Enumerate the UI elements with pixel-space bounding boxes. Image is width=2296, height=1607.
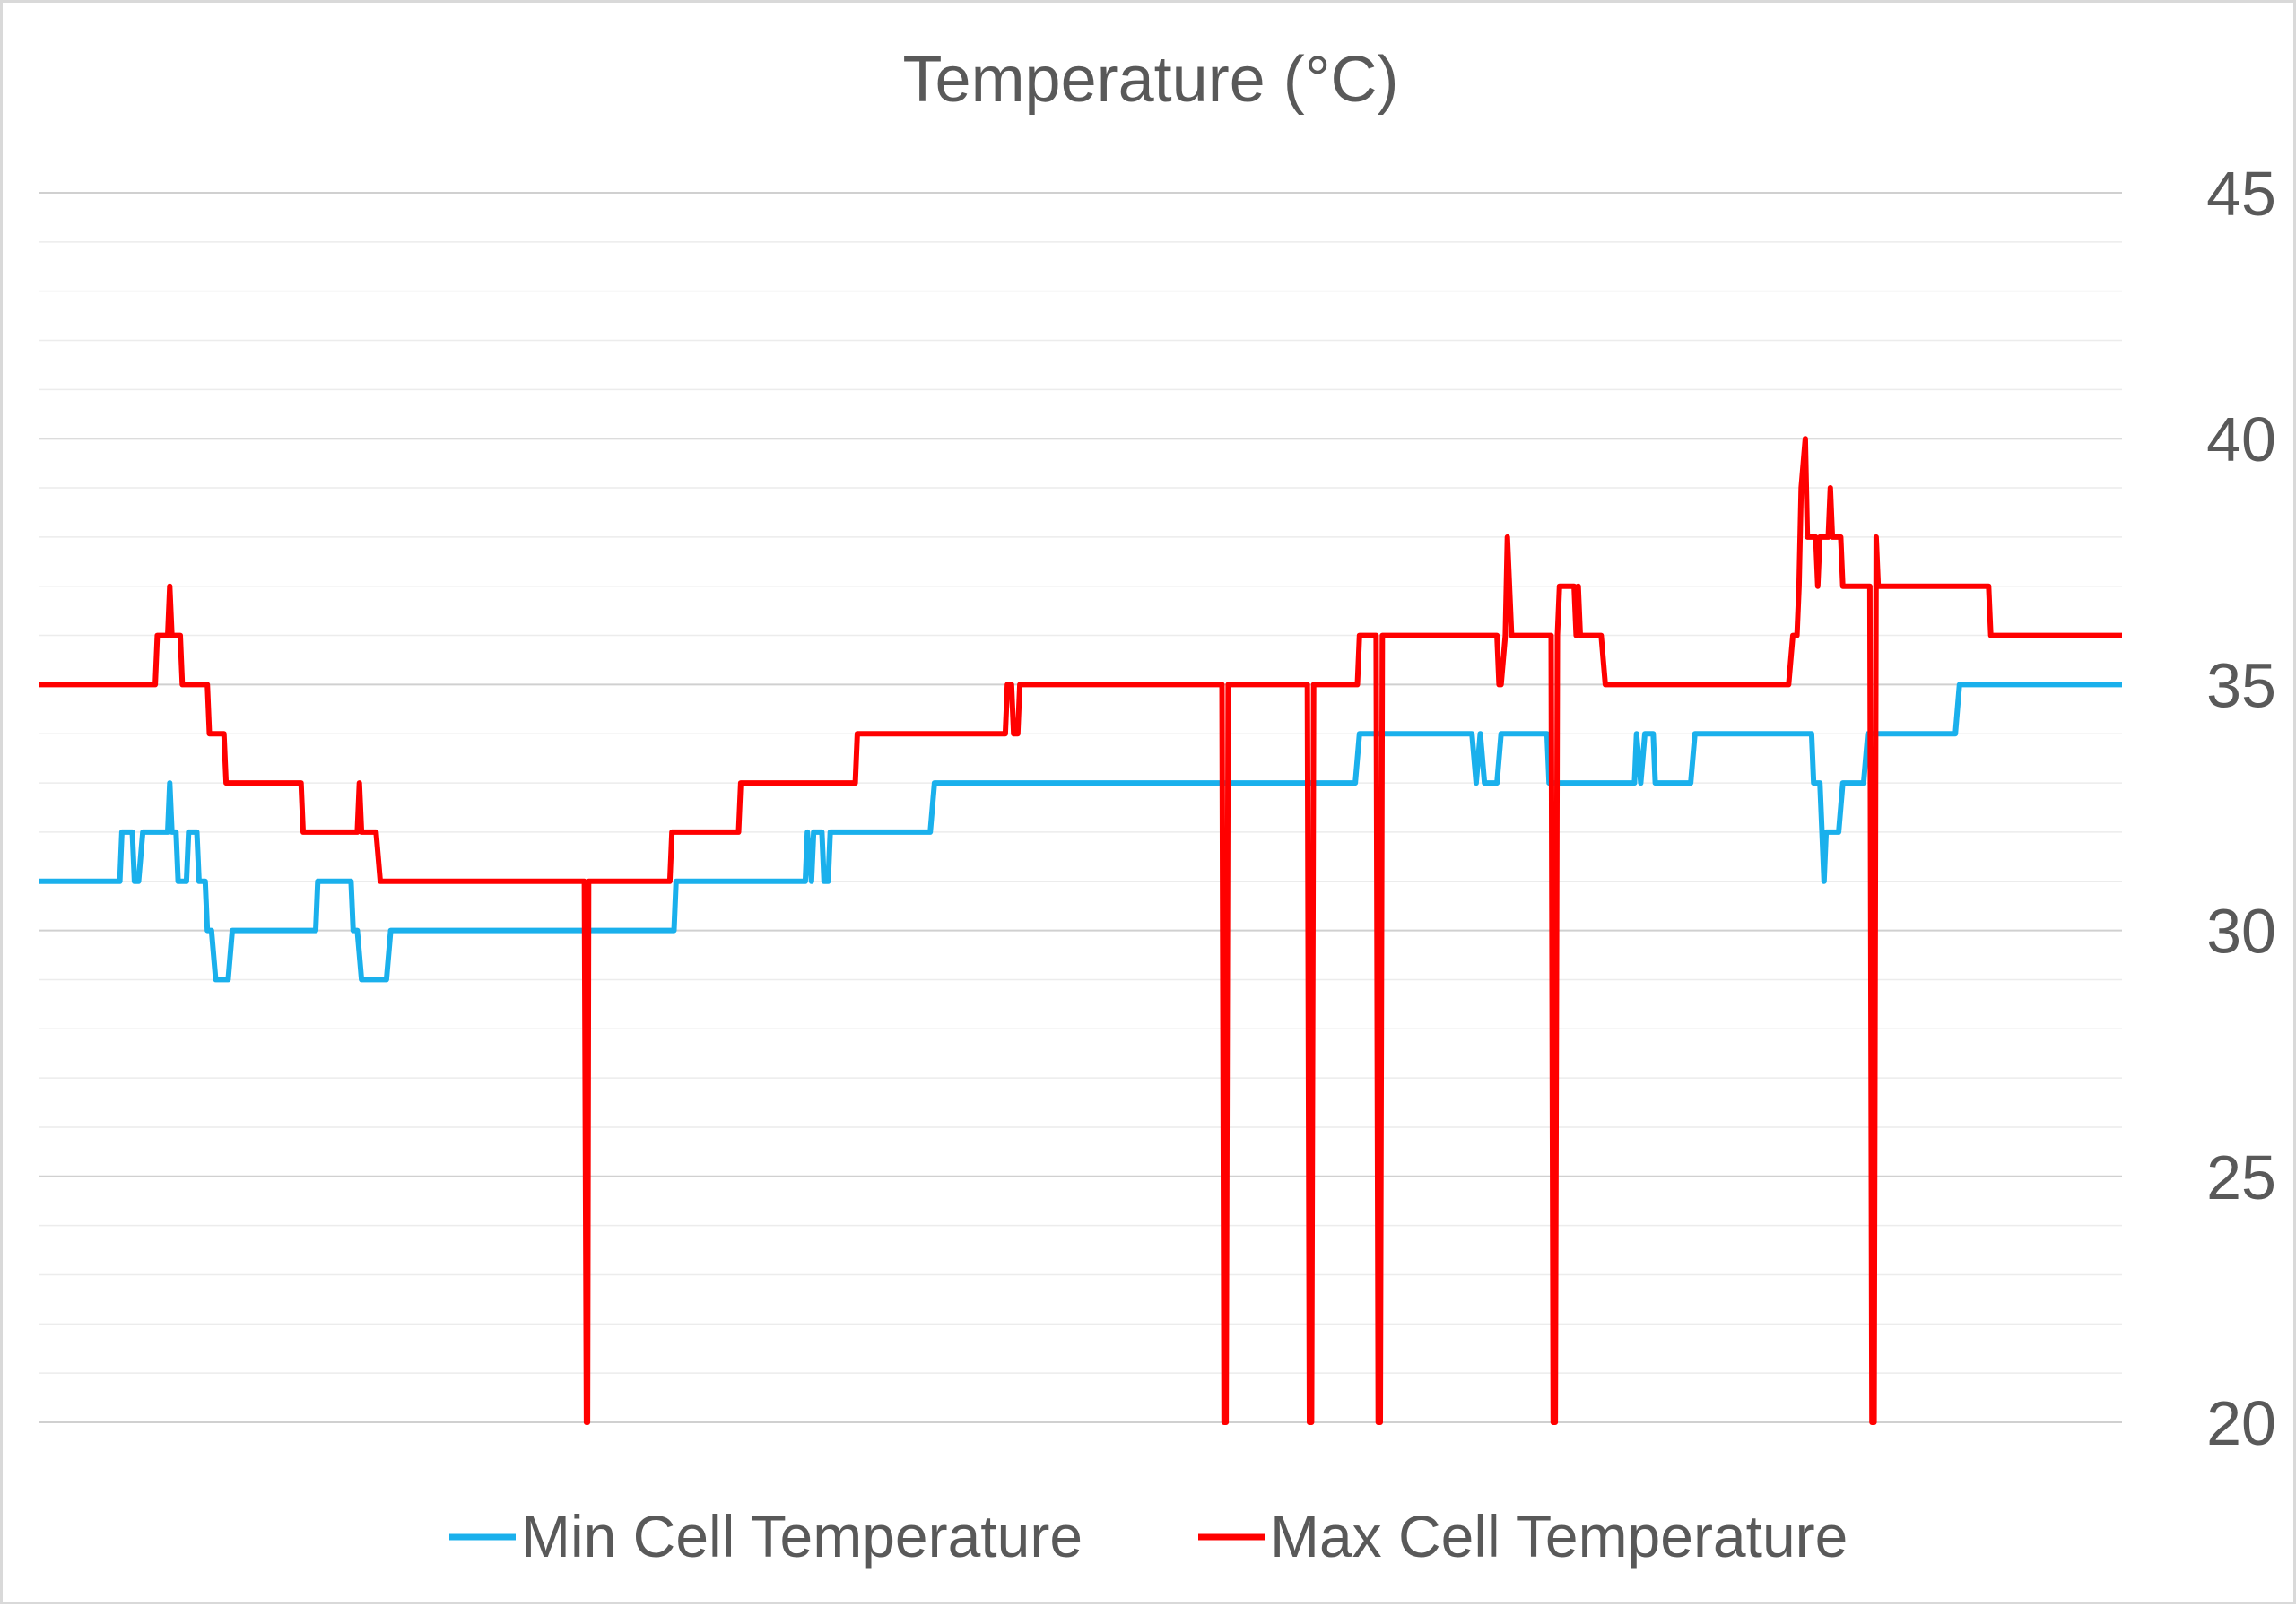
y-tick-label-45: 45: [2206, 159, 2276, 229]
gridlines: [39, 192, 2122, 1423]
data-series: [39, 436, 2122, 1425]
y-tick-label-30: 30: [2206, 897, 2276, 967]
chart-title: Temperature (°C): [903, 44, 1399, 116]
series-line-max-cell-temperature: [39, 436, 2122, 1425]
series-line-min-cell-temperature: [39, 682, 2122, 983]
y-tick-label-20: 20: [2206, 1388, 2276, 1458]
y-tick-label-40: 40: [2206, 404, 2276, 474]
y-tick-label-35: 35: [2206, 650, 2276, 720]
legend: Min Cell Temperature Max Cell Temperatur…: [449, 1503, 1848, 1569]
legend-label-max-cell-temperature: Max Cell Temperature: [1270, 1503, 1848, 1569]
y-tick-label-25: 25: [2206, 1142, 2276, 1212]
temperature-line-chart: Temperature (°C) 20 25 30 35 40 45 Min Cell T…: [39, 44, 2276, 1569]
legend-label-min-cell-temperature: Min Cell Temperature: [521, 1503, 1083, 1569]
y-axis-tick-labels: 20 25 30 35 40 45: [2206, 159, 2276, 1458]
